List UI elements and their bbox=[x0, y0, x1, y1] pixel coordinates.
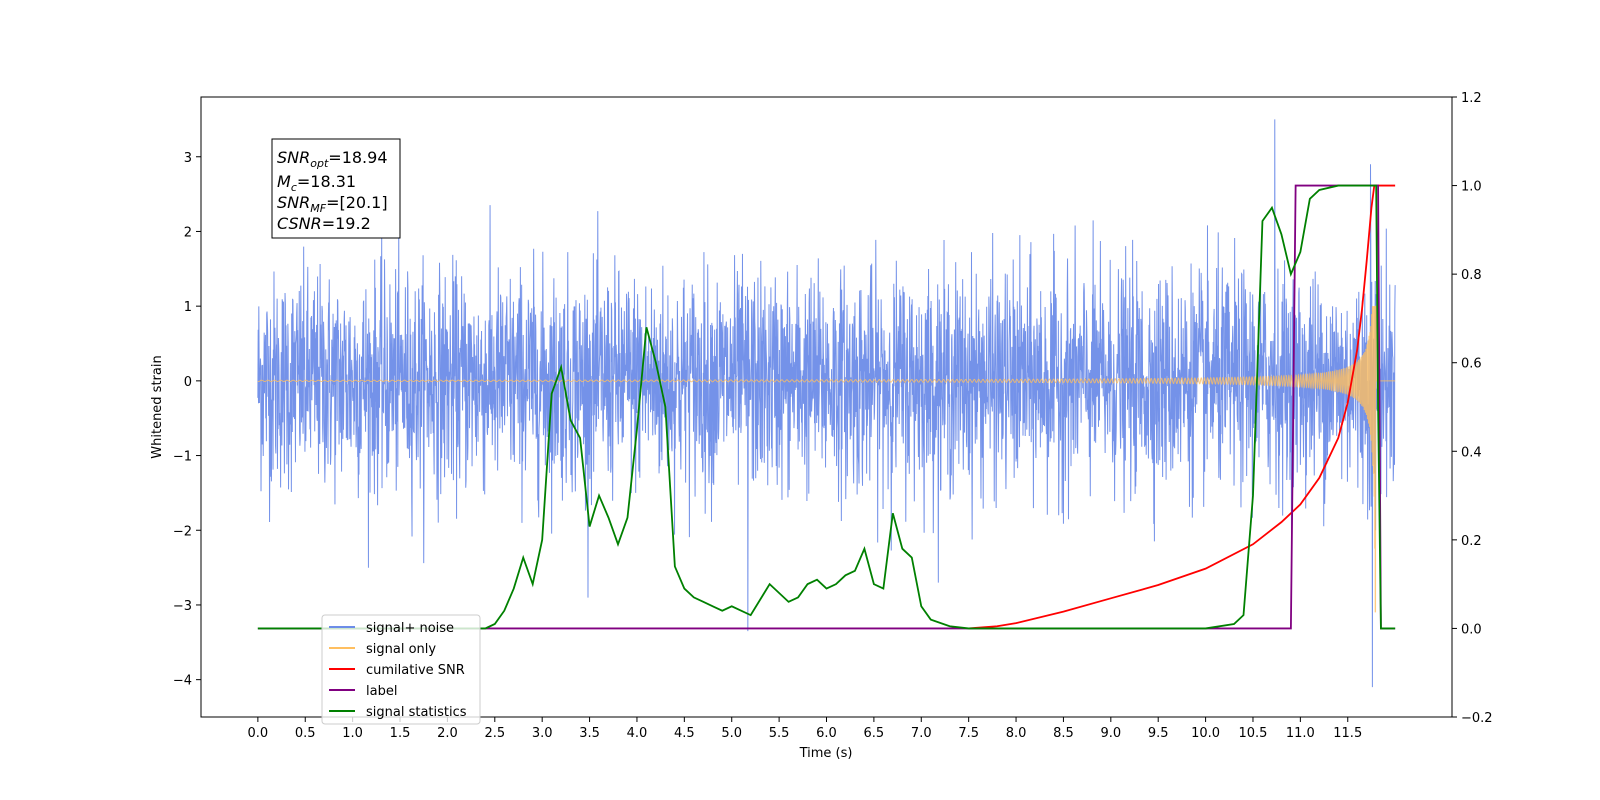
x-tick-label: 5.0 bbox=[721, 726, 742, 741]
series-signal-plus-noise bbox=[257, 119, 1396, 688]
y-axis-label: Whitened strain bbox=[150, 355, 165, 458]
x-tick-label: 10.0 bbox=[1191, 726, 1220, 741]
x-tick-label: 3.0 bbox=[532, 726, 553, 741]
y2-tick-label: 1.0 bbox=[1461, 180, 1482, 195]
x-tick-label: 0.5 bbox=[295, 726, 316, 741]
x-axis: 0.0 0.5 1.0 1.5 2.0 2.5 3.0 3.5 4.0 4.5 5.0 5.5 6.0 6… bbox=[248, 717, 1362, 741]
y-axis-left: 3 2 1 0 −1 −2 −3 −4 bbox=[173, 151, 201, 689]
y2-tick-label: 0.4 bbox=[1461, 445, 1482, 460]
y2-tick-label: 1.2 bbox=[1461, 91, 1482, 106]
x-tick-label: 3.5 bbox=[579, 726, 600, 741]
annotation-mc: Mc=18.31 bbox=[277, 172, 356, 194]
x-tick-label: 8.0 bbox=[1006, 726, 1027, 741]
y-tick-label: −4 bbox=[173, 674, 192, 689]
x-tick-label: 9.0 bbox=[1100, 726, 1121, 741]
x-tick-label: 1.0 bbox=[342, 726, 363, 741]
annotation-snr-mf: SNRMF=[20.1] bbox=[277, 193, 388, 215]
y2-tick-label: 0.2 bbox=[1461, 534, 1482, 549]
x-tick-label: 11.5 bbox=[1333, 726, 1362, 741]
series-signal-only bbox=[257, 305, 1396, 613]
legend-entry-label: label bbox=[366, 684, 397, 699]
y-tick-label: 0 bbox=[184, 375, 192, 390]
y2-tick-label: 0.6 bbox=[1461, 357, 1482, 372]
x-tick-label: 7.0 bbox=[911, 726, 932, 741]
x-tick-label: 2.5 bbox=[484, 726, 505, 741]
x-tick-label: 4.5 bbox=[674, 726, 695, 741]
x-axis-label: Time (s) bbox=[799, 746, 853, 761]
annotation-frame bbox=[271, 138, 401, 239]
x-tick-label: 2.0 bbox=[437, 726, 458, 741]
y-axis-right: 1.2 1.0 0.8 0.6 0.4 0.2 0.0 −0.2 bbox=[1452, 91, 1493, 726]
x-tick-label: 11.0 bbox=[1286, 726, 1315, 741]
series-cumulative-snr bbox=[968, 184, 1396, 630]
x-tick-label: 4.0 bbox=[627, 726, 648, 741]
y-tick-label: −3 bbox=[173, 599, 192, 614]
x-tick-label: 6.5 bbox=[864, 726, 885, 741]
legend-entry-label: signal only bbox=[366, 642, 436, 657]
legend-entry-label: cumilative SNR bbox=[366, 663, 465, 678]
y2-tick-label: −0.2 bbox=[1461, 711, 1493, 726]
series-layer bbox=[257, 119, 1396, 688]
legend-entry-label: signal+ noise bbox=[366, 621, 454, 636]
x-tick-label: 6.0 bbox=[816, 726, 837, 741]
legend: signal+ noise signal only cumilative SNR la… bbox=[321, 614, 481, 725]
metrics-annotation: SNRopt=18.94 Mc=18.31 SNRMF=[20.1] CSNR=… bbox=[271, 138, 401, 239]
x-tick-label: 8.5 bbox=[1053, 726, 1074, 741]
x-tick-label: 7.5 bbox=[958, 726, 979, 741]
series-signal-statistics bbox=[257, 184, 1396, 630]
x-tick-label: 1.5 bbox=[390, 726, 411, 741]
annotation-csnr: CSNR=19.2 bbox=[277, 214, 371, 233]
y-tick-label: −2 bbox=[173, 524, 192, 539]
y-tick-label: −1 bbox=[173, 450, 192, 465]
x-tick-label: 10.5 bbox=[1239, 726, 1268, 741]
legend-frame bbox=[321, 614, 481, 725]
y-tick-label: 3 bbox=[184, 151, 192, 166]
annotation-snr-opt: SNRopt=18.94 bbox=[277, 148, 388, 170]
y-tick-label: 2 bbox=[184, 225, 192, 240]
x-tick-label: 9.5 bbox=[1148, 726, 1169, 741]
x-tick-label: 5.5 bbox=[769, 726, 790, 741]
x-tick-label: 0.0 bbox=[248, 726, 269, 741]
y2-tick-label: 0.0 bbox=[1461, 622, 1482, 637]
y2-tick-label: 0.8 bbox=[1461, 268, 1482, 283]
y-tick-label: 1 bbox=[184, 300, 192, 315]
legend-entry-label: signal statistics bbox=[366, 705, 467, 720]
